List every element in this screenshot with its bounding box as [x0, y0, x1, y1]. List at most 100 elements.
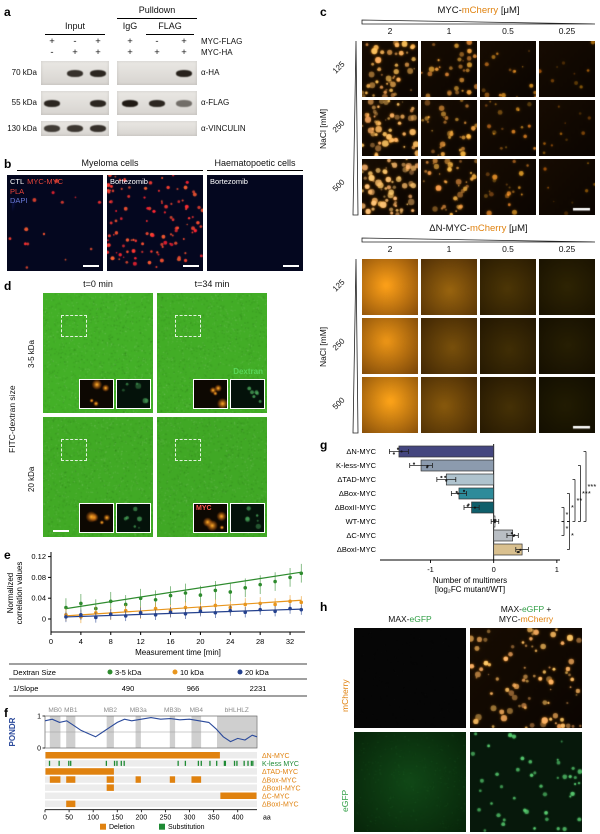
condensate-image	[362, 100, 418, 156]
inv-slope-value: 490	[122, 684, 135, 693]
data-point	[198, 609, 203, 613]
panel-g-label: g	[320, 438, 328, 452]
y-tick-label: 0.04	[31, 594, 46, 603]
scale-bar	[53, 530, 69, 532]
flag-header: FLAG	[158, 21, 182, 31]
category-label: ΔN-MYC	[346, 447, 376, 456]
panel-f-label: f	[4, 706, 8, 720]
y-axis-label-line: Normalized	[6, 573, 15, 613]
y-tick-label: 0.08	[31, 573, 46, 582]
category-label: ΔBoxII-MYC	[335, 503, 377, 512]
data-point	[299, 607, 304, 612]
replicate-dot	[493, 521, 496, 524]
data-point	[168, 610, 173, 615]
data-point	[138, 596, 143, 600]
fluorescence-image	[354, 732, 466, 832]
data-point	[198, 593, 203, 597]
panel-a: a Pulldown Input IgG FLAG + - + + - + MYC-FLAG…	[4, 5, 267, 155]
y-axis-label-line: correlation values	[15, 562, 24, 625]
y-tick-label: 0	[42, 615, 46, 624]
condensate-image	[539, 100, 595, 156]
nacl-axis-label: NaCl [mM]	[318, 108, 328, 150]
domain-label: MB2	[104, 707, 118, 714]
substitution-tick	[48, 760, 51, 766]
aa-tick-label: 350	[208, 815, 220, 822]
antibody-label: α-VINCULIN	[201, 123, 246, 133]
deletion-block	[135, 776, 141, 783]
legend-label: 3-5 kDa	[115, 668, 142, 677]
domain-label: MB3b	[164, 707, 181, 714]
x-tick-label: 32	[286, 637, 294, 646]
condensate-image	[421, 318, 477, 374]
image-label-line: PLA	[10, 187, 63, 197]
data-point	[64, 605, 68, 610]
concentration-wedge	[361, 237, 596, 243]
condensate-image	[421, 41, 477, 97]
data-point	[243, 602, 248, 607]
replicate-dot	[400, 450, 403, 453]
replicate-dot	[517, 550, 520, 554]
max-egfp-myc-mcherry-header: MAX-eGFP + MYC-mCherry	[470, 604, 582, 624]
grid-title: ΔN-MYC-mCherry [μM]	[362, 223, 595, 234]
mcherry-row-label: mCherry	[340, 652, 350, 712]
x-axis-label-line2: [log₂FC mutant/WT]	[435, 585, 505, 594]
protein-band	[90, 99, 106, 107]
data-point	[183, 605, 188, 610]
nacl-axis-label: NaCl [mM]	[318, 326, 328, 368]
data-point	[243, 586, 248, 590]
mutant-track	[45, 792, 257, 799]
mutant-label: ΔTAD-MYC	[262, 769, 298, 776]
deletion-block	[106, 784, 114, 791]
pla-microscopy-canvas	[7, 175, 103, 271]
panel-c: c MYC-mCherry [μM] 2 1 0.5 0.25 NaCl [mM] 125 2…	[312, 5, 600, 439]
domain-label: MB4	[190, 707, 204, 714]
protein-band	[176, 69, 192, 77]
substitution-tick	[236, 760, 238, 766]
image-label-line: DAPI	[10, 196, 63, 206]
condensate-image	[539, 259, 595, 315]
scale-bar	[183, 265, 199, 267]
data-point	[288, 606, 292, 611]
fcs-chart: 0 0.04 0.08 0.12 0 4 8 12 16 20 24 28 32 Normalizedco…	[6, 552, 307, 697]
protein-band	[67, 69, 83, 77]
row-label-3-5kda: 3-5 kDa	[27, 340, 36, 369]
legend-swatch	[159, 823, 165, 830]
timepoint-0-header: t=0 min	[83, 279, 113, 289]
replicate-dot	[492, 518, 496, 522]
category-label: ΔTAD-MYC	[337, 475, 376, 484]
mutant-track	[45, 784, 257, 791]
molecular-weight-label: 130 kDa	[7, 123, 37, 133]
condensate-image	[480, 377, 536, 433]
inv-slope-value: 2231	[250, 684, 267, 693]
panel-c-label: c	[320, 5, 327, 19]
condensate-image	[362, 259, 418, 315]
lane-sign: +	[181, 47, 187, 58]
image-label-line: Bortezomib	[210, 177, 248, 187]
inset-myc	[193, 379, 228, 409]
y-tick-label: 0.12	[31, 552, 46, 561]
data-point	[258, 582, 262, 587]
substitution-tick	[224, 760, 227, 766]
deletion-block	[66, 800, 76, 808]
timepoint-34-header: t=34 min	[194, 279, 230, 289]
pondr-mutant-map: MB0 MB1 MB2 MB3a MB3b MB4 bHLHLZ 0 1 PONDR ΔN-MYCK…	[8, 707, 301, 831]
data-point	[258, 607, 262, 612]
max-egfp-myc-mcherry-header-line1: MAX-eGFP +	[470, 604, 582, 614]
image-label-line: Bortezomib	[110, 177, 148, 187]
fitc-dextran-axis-label: FITC-dextran size	[7, 385, 17, 453]
lane-sign: +	[127, 36, 133, 47]
scale-bar	[83, 265, 99, 267]
rich-text-part: +	[543, 604, 552, 614]
deletion-block	[220, 792, 257, 799]
concentration-wedge	[361, 19, 596, 25]
data-point	[228, 590, 233, 594]
multimer-bar-chart: -1 0 1 Number of multimers[log₂FC mutant/WT…	[335, 444, 597, 594]
x-tick-label: 12	[136, 637, 144, 646]
treatment-label: Bortezomib	[110, 177, 148, 186]
panel-b: b Myeloma cells Haematopoetic cells CTL M…	[4, 157, 305, 276]
concentration-label: 0.5	[502, 26, 514, 36]
deletion-block	[45, 752, 220, 759]
sig-stars: ***	[588, 482, 597, 491]
inset-dextran	[230, 503, 265, 533]
condensate-image	[480, 41, 536, 97]
